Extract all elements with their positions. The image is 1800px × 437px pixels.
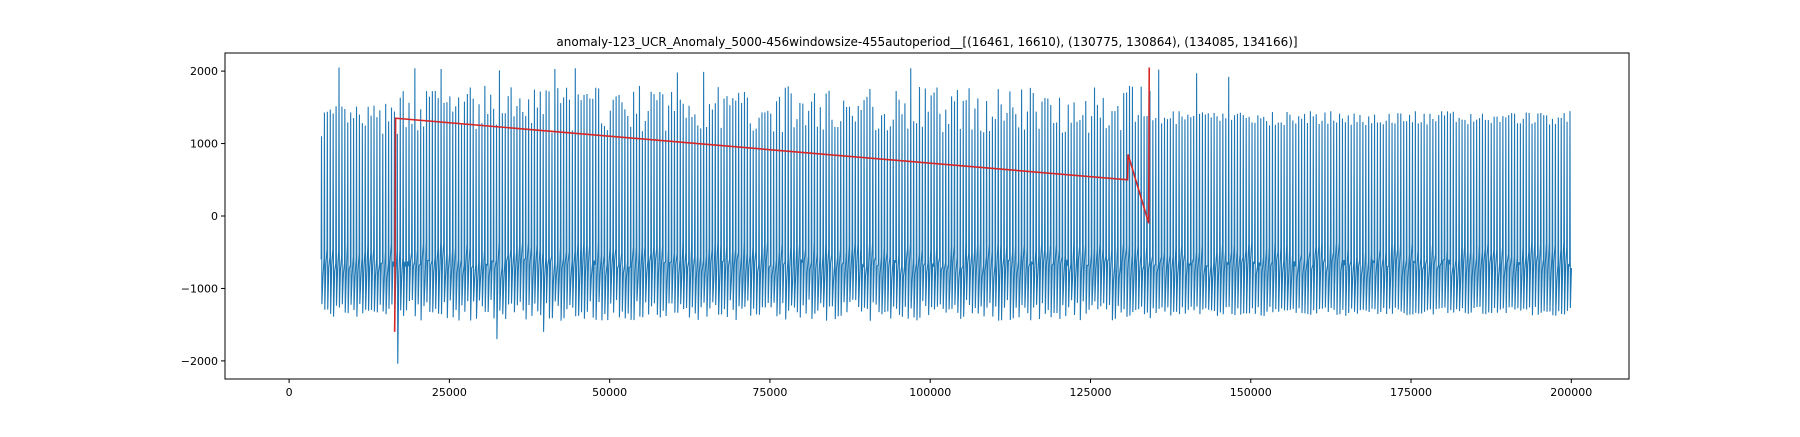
x-tick-label: 200000 xyxy=(1550,386,1592,399)
y-tick-label: −1000 xyxy=(181,282,218,295)
x-tick-label: 125000 xyxy=(1069,386,1111,399)
x-tick-label: 100000 xyxy=(909,386,951,399)
y-tick-label: 1000 xyxy=(190,138,218,151)
signal-series-line xyxy=(320,67,1572,364)
y-tick-label: 2000 xyxy=(190,65,218,78)
x-tick-label: 25000 xyxy=(432,386,467,399)
x-tick-label: 75000 xyxy=(752,386,787,399)
plot-area xyxy=(225,53,1629,379)
chart-title: anomaly-123_UCR_Anomaly_5000-456windowsi… xyxy=(556,35,1297,49)
y-tick-label: −2000 xyxy=(181,355,218,368)
x-tick-label: 0 xyxy=(286,386,293,399)
axes: 0 25000 50000 75000 100000 125000 150000 175000… xyxy=(181,52,1630,399)
x-tick-label: 175000 xyxy=(1390,386,1432,399)
x-tick-label: 50000 xyxy=(592,386,627,399)
y-tick-label: 0 xyxy=(211,210,218,223)
anomaly-series-line xyxy=(393,67,1151,332)
x-tick-label: 150000 xyxy=(1230,386,1272,399)
